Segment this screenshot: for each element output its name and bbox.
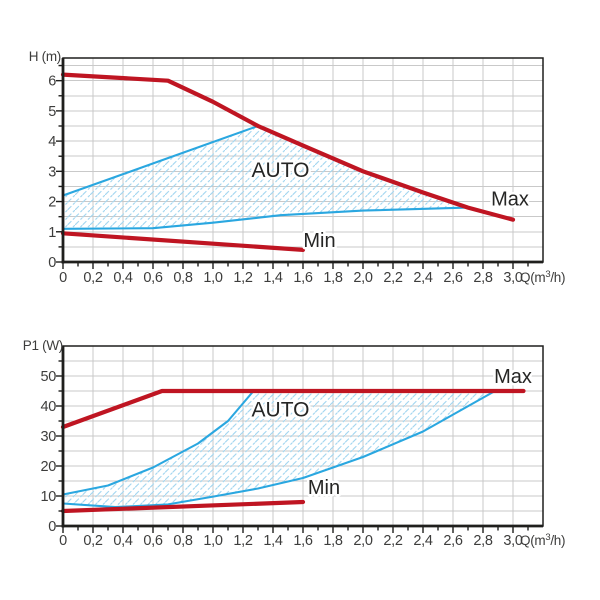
x-tick-label: 1,4 bbox=[263, 533, 282, 549]
x-tick-label: 1,6 bbox=[293, 533, 312, 549]
x-tick-label: 2,6 bbox=[443, 270, 462, 286]
min-curve bbox=[60, 231, 306, 252]
y-tick-label: 2 bbox=[48, 195, 56, 211]
x-axis-title: Q(m3/h) bbox=[520, 532, 565, 548]
x-tick-label: 1,8 bbox=[323, 270, 342, 286]
x-tick-label: 1,0 bbox=[203, 533, 222, 549]
max-curve bbox=[60, 72, 516, 222]
x-tick-label: 0,8 bbox=[173, 270, 192, 286]
y-tick-label: 10 bbox=[40, 489, 56, 505]
x-tick-label: 3,0 bbox=[503, 533, 522, 549]
x-tick-label: 3,0 bbox=[503, 270, 522, 286]
x-tick-label: 0,4 bbox=[113, 533, 132, 549]
y-tick-label: 0 bbox=[48, 519, 56, 535]
x-tick-label: 0,2 bbox=[83, 270, 102, 286]
y-tick-label: 50 bbox=[40, 369, 56, 385]
x-tick-label: 2,8 bbox=[473, 270, 492, 286]
y-tick-label: 5 bbox=[48, 104, 56, 120]
x-tick-label: 0 bbox=[59, 270, 67, 286]
x-tick-label: 2,4 bbox=[413, 270, 432, 286]
annotation-min: Min bbox=[308, 477, 340, 499]
auto-lower-curve bbox=[61, 389, 497, 509]
x-tick-label: 2,0 bbox=[353, 270, 372, 286]
min-curve bbox=[60, 499, 306, 514]
x-tick-label: 1,2 bbox=[233, 533, 252, 549]
ticks bbox=[56, 64, 529, 269]
x-tick-label: 2,8 bbox=[473, 533, 492, 549]
y-axis-title: H (m) bbox=[29, 49, 61, 64]
x-tick-label: 0,4 bbox=[113, 270, 132, 286]
x-tick-label: 2,2 bbox=[383, 533, 402, 549]
annotation-max: Max bbox=[494, 366, 532, 388]
x-tick-label: 0 bbox=[59, 533, 67, 549]
x-tick-label: 2,4 bbox=[413, 533, 432, 549]
x-tick-label: 2,0 bbox=[353, 533, 372, 549]
y-tick-label: 40 bbox=[40, 399, 56, 415]
x-tick-label: 0,6 bbox=[143, 270, 162, 286]
x-tick-label: 0,6 bbox=[143, 533, 162, 549]
max-curve bbox=[60, 388, 526, 430]
x-axis-title: Q(m3/h) bbox=[520, 269, 565, 285]
grid bbox=[63, 58, 543, 262]
annotation-max: Max bbox=[491, 189, 529, 211]
annotation-auto: AUTO bbox=[252, 398, 310, 421]
x-tick-label: 1,8 bbox=[323, 533, 342, 549]
x-tick-label: 0,8 bbox=[173, 533, 192, 549]
y-axis-title: P1 (W) bbox=[23, 338, 63, 353]
auto-region bbox=[63, 126, 468, 229]
x-tick-label: 1,2 bbox=[233, 270, 252, 286]
y-tick-label: 6 bbox=[48, 74, 56, 90]
ticks bbox=[56, 360, 529, 533]
auto-upper-curve bbox=[61, 124, 260, 197]
x-tick-label: 1,4 bbox=[263, 270, 282, 286]
auto-region bbox=[63, 391, 495, 508]
pump-head-curves: 0 0,2 0,4 0,6 0,8 1,0 1,2 1,4 1,6 1,8 2,0 2,2 2,4 2,6… bbox=[29, 49, 566, 286]
y-tick-label: 30 bbox=[40, 429, 56, 445]
y-tick-label: 0 bbox=[48, 255, 56, 271]
y-tick-label: 4 bbox=[48, 134, 56, 150]
x-tick-label: 1,6 bbox=[293, 270, 312, 286]
x-tick-label: 0,2 bbox=[83, 533, 102, 549]
annotation-min: Min bbox=[303, 230, 335, 252]
y-tick-label: 20 bbox=[40, 459, 56, 475]
x-tick-label: 2,6 bbox=[443, 533, 462, 549]
auto-lower-curve bbox=[61, 206, 470, 230]
x-tick-label: 2,2 bbox=[383, 270, 402, 286]
y-tick-label: 3 bbox=[48, 164, 56, 180]
auto-upper-curve bbox=[61, 389, 255, 496]
pump-power-curves: 0 0,2 0,4 0,6 0,8 1,0 1,2 1,4 1,6 1,8 2,0 2,2 2,4 2,6… bbox=[23, 338, 566, 549]
x-tick-label: 1,0 bbox=[203, 270, 222, 286]
y-tick-label: 1 bbox=[48, 225, 56, 241]
annotation-auto: AUTO bbox=[252, 159, 310, 182]
